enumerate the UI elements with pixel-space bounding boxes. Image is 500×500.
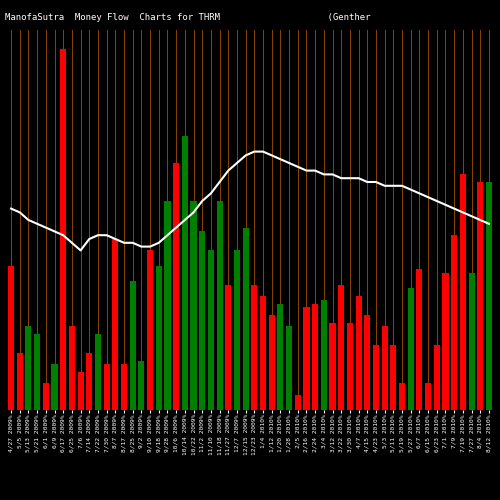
Bar [330, 322, 336, 410]
Bar [34, 334, 40, 410]
Bar [356, 296, 362, 410]
Bar [216, 201, 222, 410]
Bar [43, 384, 49, 410]
Text: ManofaSutra  Money Flow  Charts for THRM                    (Genther            : ManofaSutra Money Flow Charts for THRM (… [5, 12, 500, 22]
Bar [338, 284, 344, 410]
Bar [95, 334, 101, 410]
Bar [468, 273, 474, 410]
Bar [60, 49, 66, 410]
Bar [52, 364, 58, 410]
Bar [86, 353, 92, 410]
Bar [242, 228, 248, 410]
Bar [268, 315, 275, 410]
Bar [173, 163, 179, 410]
Bar [69, 326, 75, 410]
Bar [121, 364, 127, 410]
Bar [164, 201, 170, 410]
Bar [252, 284, 258, 410]
Bar [390, 346, 396, 410]
Bar [260, 296, 266, 410]
Bar [199, 232, 205, 410]
Bar [442, 273, 448, 410]
Bar [16, 353, 23, 410]
Bar [294, 395, 301, 410]
Bar [408, 288, 414, 410]
Bar [416, 270, 422, 410]
Bar [312, 304, 318, 410]
Bar [425, 384, 431, 410]
Bar [399, 384, 405, 410]
Bar [26, 326, 32, 410]
Bar [8, 266, 14, 410]
Bar [434, 346, 440, 410]
Bar [147, 250, 153, 410]
Bar [190, 201, 196, 410]
Bar [382, 326, 388, 410]
Bar [104, 364, 110, 410]
Bar [278, 304, 283, 410]
Bar [364, 315, 370, 410]
Bar [486, 182, 492, 410]
Bar [156, 266, 162, 410]
Bar [460, 174, 466, 410]
Bar [182, 136, 188, 410]
Bar [130, 281, 136, 410]
Bar [138, 360, 144, 410]
Bar [286, 326, 292, 410]
Bar [304, 308, 310, 410]
Bar [112, 239, 118, 410]
Bar [373, 346, 379, 410]
Bar [78, 372, 84, 410]
Bar [451, 235, 457, 410]
Bar [208, 250, 214, 410]
Bar [234, 250, 240, 410]
Bar [347, 322, 353, 410]
Bar [321, 300, 327, 410]
Bar [477, 182, 484, 410]
Bar [225, 284, 232, 410]
